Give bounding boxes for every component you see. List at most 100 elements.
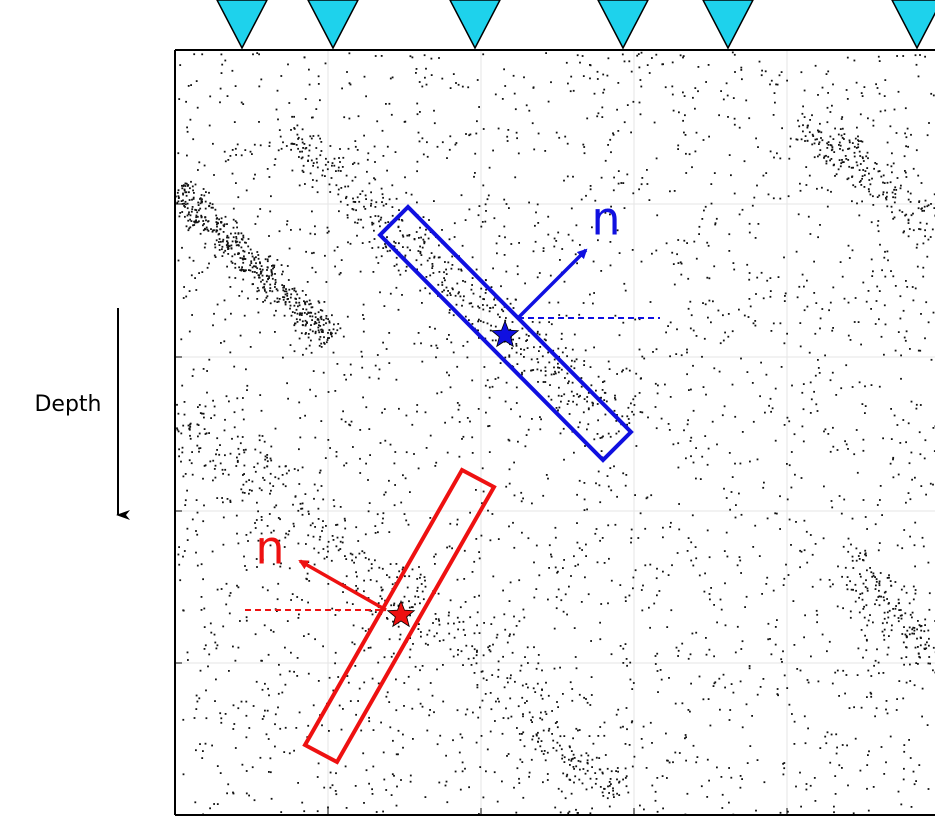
event-dot bbox=[301, 290, 304, 292]
event-dot bbox=[834, 775, 837, 777]
event-dot bbox=[836, 669, 839, 672]
event-dot bbox=[718, 677, 721, 680]
event-dot bbox=[507, 753, 510, 755]
event-dot bbox=[858, 150, 861, 153]
event-dot bbox=[689, 327, 692, 330]
event-dot bbox=[718, 370, 721, 373]
event-dot bbox=[567, 233, 570, 236]
event-dot bbox=[617, 130, 620, 132]
event-dot bbox=[669, 526, 672, 528]
event-dot bbox=[546, 773, 549, 775]
event-dot bbox=[271, 265, 273, 267]
event-dot bbox=[846, 98, 849, 100]
event-dot bbox=[520, 491, 523, 494]
event-dot bbox=[304, 303, 307, 306]
event-dot bbox=[208, 191, 210, 194]
event-dot bbox=[374, 559, 376, 562]
event-dot bbox=[542, 494, 545, 497]
event-dot bbox=[542, 753, 545, 755]
event-dot bbox=[780, 658, 783, 661]
event-dot bbox=[900, 803, 903, 806]
event-dot bbox=[397, 269, 400, 272]
event-dot bbox=[531, 122, 534, 125]
event-dot bbox=[422, 598, 425, 601]
event-dot bbox=[878, 580, 881, 583]
event-dot bbox=[315, 157, 318, 160]
event-dot bbox=[196, 533, 199, 536]
event-dot bbox=[243, 492, 246, 494]
event-dot bbox=[191, 518, 194, 521]
event-dot bbox=[216, 449, 218, 451]
event-dot bbox=[804, 140, 806, 142]
event-dot bbox=[845, 158, 848, 160]
event-dot bbox=[918, 655, 921, 658]
event-dot bbox=[911, 628, 914, 631]
event-dot bbox=[364, 557, 367, 559]
event-dot bbox=[484, 292, 487, 294]
event-dot bbox=[864, 405, 867, 407]
event-dot bbox=[436, 347, 439, 349]
event-dot bbox=[539, 717, 542, 720]
event-dot bbox=[438, 781, 441, 784]
event-dot bbox=[857, 555, 860, 557]
event-dot bbox=[345, 197, 347, 200]
event-dot bbox=[383, 493, 386, 496]
event-dot bbox=[782, 650, 784, 653]
event-dot bbox=[884, 250, 886, 253]
event-dot bbox=[831, 506, 834, 509]
event-dot bbox=[239, 257, 242, 259]
event-dot bbox=[259, 394, 262, 396]
event-dot bbox=[367, 597, 370, 599]
event-dot bbox=[331, 535, 334, 537]
event-dot bbox=[224, 59, 227, 62]
event-dot bbox=[930, 358, 933, 361]
event-dot bbox=[214, 641, 217, 644]
event-dot bbox=[482, 298, 485, 300]
event-dot bbox=[843, 133, 846, 135]
event-dot bbox=[822, 537, 825, 540]
event-dot bbox=[352, 446, 354, 448]
event-dot bbox=[776, 619, 778, 621]
event-dot bbox=[371, 677, 374, 680]
event-dot bbox=[311, 522, 314, 525]
event-dot bbox=[515, 351, 518, 354]
event-dot bbox=[201, 53, 204, 56]
event-dot bbox=[592, 260, 595, 263]
event-dot bbox=[708, 648, 711, 651]
event-dot bbox=[544, 370, 547, 372]
event-dot bbox=[286, 620, 289, 622]
event-dot bbox=[683, 95, 686, 97]
event-dot bbox=[779, 322, 782, 325]
event-dot bbox=[416, 410, 418, 413]
event-dot bbox=[336, 363, 339, 365]
event-dot bbox=[754, 320, 757, 322]
event-dot bbox=[362, 396, 364, 399]
event-dot bbox=[369, 454, 371, 456]
event-dot bbox=[307, 724, 310, 727]
event-dot bbox=[202, 578, 204, 581]
event-dot bbox=[375, 201, 378, 204]
event-dot bbox=[297, 782, 299, 784]
event-dot bbox=[702, 302, 704, 304]
event-dot bbox=[553, 358, 556, 361]
event-dot bbox=[865, 604, 868, 607]
event-dot bbox=[608, 781, 611, 783]
event-dot bbox=[617, 170, 620, 172]
event-dot bbox=[510, 408, 512, 411]
event-dot bbox=[619, 584, 622, 586]
event-dot bbox=[394, 242, 397, 244]
event-dot bbox=[509, 581, 512, 584]
event-dot bbox=[497, 660, 500, 663]
event-dot bbox=[861, 403, 864, 405]
event-dot bbox=[297, 138, 299, 140]
event-dot bbox=[230, 247, 233, 250]
event-dot bbox=[485, 288, 487, 291]
event-dot bbox=[290, 651, 292, 654]
event-dot bbox=[720, 776, 723, 778]
event-dot bbox=[596, 561, 599, 564]
event-dot bbox=[557, 570, 559, 573]
event-dot bbox=[772, 197, 775, 200]
event-dot bbox=[307, 154, 310, 157]
event-dot bbox=[220, 217, 223, 220]
event-dot bbox=[608, 805, 611, 808]
